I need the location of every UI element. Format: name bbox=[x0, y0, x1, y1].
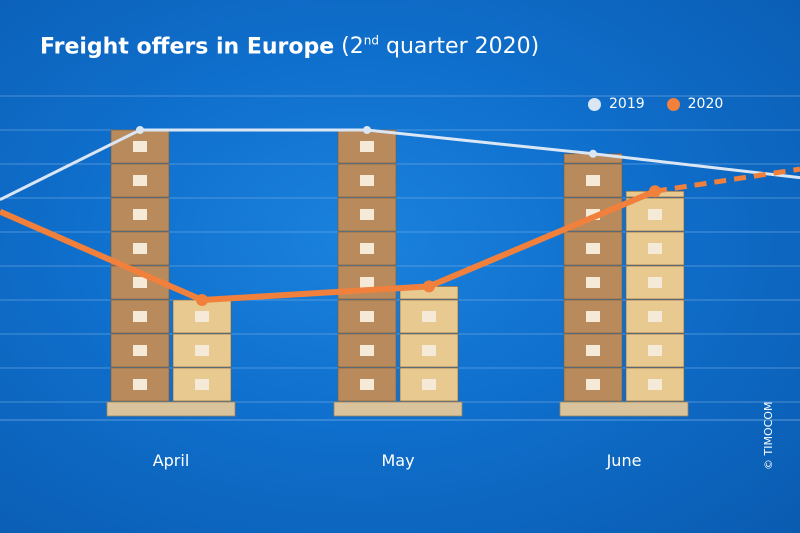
stack-2019-label bbox=[133, 277, 147, 288]
stack-2019-box bbox=[563, 333, 623, 368]
stack-2020-label bbox=[648, 311, 662, 322]
legend: 2019 2020 bbox=[588, 96, 723, 112]
stack-2020-label bbox=[648, 243, 662, 254]
stack-2019-label bbox=[360, 345, 374, 356]
stack-2020-label bbox=[648, 379, 662, 390]
series-2020-point bbox=[649, 185, 661, 198]
series-2020-point bbox=[423, 280, 435, 293]
series-2020-projection bbox=[654, 166, 800, 194]
stack-2019-label bbox=[360, 141, 374, 152]
pallet bbox=[559, 401, 689, 417]
stack-2019-label bbox=[586, 379, 600, 390]
stack-2019-label bbox=[360, 243, 374, 254]
stack-2019-label bbox=[133, 175, 147, 186]
stack-2020-label bbox=[648, 209, 662, 220]
stack-2019-label bbox=[360, 311, 374, 322]
title-subtitle: (2nd quarter 2020) bbox=[334, 34, 539, 59]
stack-2019-label bbox=[586, 311, 600, 322]
chart-title: Freight offers in Europe (2nd quarter 20… bbox=[40, 34, 539, 59]
legend-label-2020: 2020 bbox=[687, 96, 724, 112]
legend-marker-2019 bbox=[588, 97, 601, 111]
pallet bbox=[106, 401, 236, 417]
series-2020-line bbox=[0, 188, 657, 303]
title-sub-suffix: quarter 2020) bbox=[378, 34, 540, 60]
legend-label-2019: 2019 bbox=[609, 96, 645, 112]
copyright-notice: © TIMOCOM bbox=[762, 401, 775, 470]
x-tick-label: April bbox=[153, 451, 190, 470]
stack-2020-label bbox=[648, 345, 662, 356]
pallet bbox=[333, 401, 463, 417]
stack-2019-label bbox=[586, 243, 600, 254]
stack-2020-label bbox=[422, 345, 436, 356]
stack-2019-label bbox=[133, 311, 147, 322]
x-tick-label: June bbox=[606, 451, 642, 470]
stack-2020-label bbox=[195, 345, 209, 356]
stack-2019-label bbox=[360, 209, 374, 220]
title-sub-sup: nd bbox=[363, 34, 379, 48]
series-2019-point bbox=[136, 126, 144, 134]
stack-2020-label bbox=[422, 311, 436, 322]
legend-item-2020: 2020 bbox=[666, 96, 724, 112]
stack-2020-label bbox=[195, 379, 209, 390]
stack-2019-label bbox=[133, 379, 147, 390]
stack-2019-label bbox=[133, 345, 147, 356]
series-2019-point bbox=[363, 126, 371, 134]
series-2020-point bbox=[196, 294, 208, 306]
stack-2020-box bbox=[625, 333, 685, 368]
stack-2020-label bbox=[648, 277, 662, 288]
stack-2019-label bbox=[133, 141, 147, 152]
stack-2019-label bbox=[586, 345, 600, 356]
x-tick-label: May bbox=[381, 451, 414, 470]
stack-2020-label bbox=[422, 379, 436, 390]
series-2019-point bbox=[589, 149, 597, 158]
stack-2019-label bbox=[133, 209, 147, 220]
title-sub-prefix: (2 bbox=[334, 34, 364, 60]
stack-2019-label bbox=[586, 277, 600, 288]
legend-marker-2020 bbox=[666, 97, 680, 111]
stack-2019-label bbox=[133, 243, 147, 254]
stack-2019-label bbox=[586, 175, 600, 186]
stack-2020-box bbox=[172, 333, 232, 368]
stack-2019-label bbox=[360, 175, 374, 186]
stack-2019-label bbox=[360, 277, 374, 288]
stack-2020-label bbox=[195, 311, 209, 322]
legend-item-2019: 2019 bbox=[588, 96, 645, 112]
stack-2019-label bbox=[360, 379, 374, 390]
title-main: Freight offers in Europe bbox=[40, 34, 335, 60]
